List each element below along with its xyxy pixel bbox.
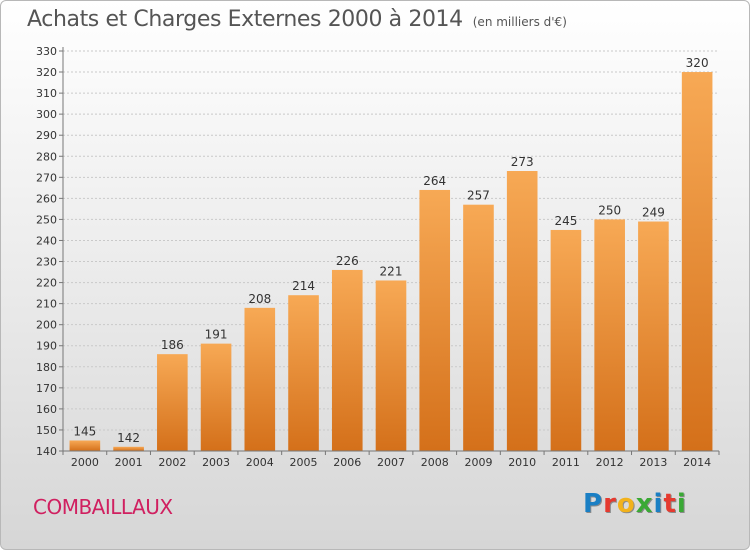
bar-2014 <box>681 72 713 451</box>
value-label-2000: 145 <box>73 424 96 438</box>
logo-letter: x <box>635 489 654 519</box>
bar-2013 <box>638 221 669 451</box>
y-tick-label: 140 <box>36 445 57 458</box>
bar-2007 <box>375 280 407 451</box>
y-tick-label: 310 <box>36 87 57 100</box>
bar-2010 <box>506 171 538 451</box>
value-label-2006: 226 <box>336 254 359 268</box>
y-tick-label: 290 <box>36 129 57 142</box>
proxiti-logo[interactable]: Proxiti <box>583 489 687 519</box>
bar-2000 <box>69 440 101 451</box>
bar-2003 <box>200 343 232 451</box>
y-tick-label: 240 <box>36 234 57 247</box>
y-tick-label: 250 <box>36 213 57 226</box>
bar-2009 <box>463 204 494 451</box>
x-tick-label-2006: 2006 <box>333 456 361 469</box>
y-tick-label: 180 <box>36 361 57 374</box>
x-tick-label-2011: 2011 <box>552 456 580 469</box>
logo-letter: P <box>583 489 604 519</box>
y-tick-label: 190 <box>36 340 57 353</box>
bar-2004 <box>244 307 276 451</box>
y-tick-label: 330 <box>36 45 57 58</box>
logo-letter: r <box>603 489 617 519</box>
bar-2008 <box>419 189 451 451</box>
bar-2012 <box>594 219 625 451</box>
x-tick-label-2012: 2012 <box>596 456 624 469</box>
x-tick-label-2007: 2007 <box>377 456 405 469</box>
y-tick-label: 230 <box>36 256 57 269</box>
y-tick-label: 300 <box>36 108 57 121</box>
value-label-2008: 264 <box>423 174 446 188</box>
value-label-2009: 257 <box>467 189 490 203</box>
y-tick-label: 220 <box>36 277 57 290</box>
value-label-2010: 273 <box>511 155 534 169</box>
title-row: Achats et Charges Externes 2000 à 2014 (e… <box>27 7 567 32</box>
y-tick-label: 150 <box>36 424 57 437</box>
x-tick-label-2008: 2008 <box>421 456 449 469</box>
bar-2001 <box>113 446 144 451</box>
value-label-2013: 249 <box>642 206 665 220</box>
bar-2002 <box>157 354 188 451</box>
x-tick-label-2014: 2014 <box>683 456 711 469</box>
x-tick-label-2005: 2005 <box>290 456 318 469</box>
x-tick-label-2001: 2001 <box>115 456 143 469</box>
y-tick-label: 170 <box>36 382 57 395</box>
chart-subtitle: (en milliers d'€) <box>472 15 567 29</box>
value-label-2002: 186 <box>161 338 184 352</box>
value-label-2001: 142 <box>117 431 140 445</box>
logo-letter: t <box>663 489 677 519</box>
chart-title: Achats et Charges Externes 2000 à 2014 <box>27 7 463 32</box>
y-tick-label: 260 <box>36 192 57 205</box>
bar-2006 <box>331 269 363 451</box>
value-label-2007: 221 <box>380 264 403 278</box>
bars-layer: 145 142 186 191 208 214 226 221 264 257 273 245 250 2… <box>69 56 713 451</box>
value-label-2003: 191 <box>205 328 228 342</box>
place-name: COMBAILLAUX <box>33 495 173 519</box>
axis-layer: 140 150 160 170 180 190 200 210 220 230 240 250 260 2… <box>36 45 720 469</box>
y-tick-label: 270 <box>36 171 57 184</box>
logo-letter: i <box>676 489 687 519</box>
bar-2011 <box>550 229 582 451</box>
x-tick-label-2013: 2013 <box>639 456 667 469</box>
logo-letter: o <box>616 489 636 519</box>
x-tick-label-2004: 2004 <box>246 456 274 469</box>
x-tick-label-2003: 2003 <box>202 456 230 469</box>
bar-2005 <box>288 295 319 451</box>
value-label-2004: 208 <box>248 292 271 306</box>
y-tick-label: 210 <box>36 298 57 311</box>
x-tick-label-2010: 2010 <box>508 456 536 469</box>
x-tick-label-2000: 2000 <box>71 456 99 469</box>
logo-letter: i <box>653 489 664 519</box>
y-tick-label: 160 <box>36 403 57 416</box>
y-tick-label: 320 <box>36 66 57 79</box>
y-tick-label: 280 <box>36 150 57 163</box>
value-label-2014: 320 <box>686 56 709 70</box>
x-tick-label-2009: 2009 <box>464 456 492 469</box>
value-label-2012: 250 <box>598 203 621 217</box>
value-label-2005: 214 <box>292 279 315 293</box>
value-label-2011: 245 <box>554 214 577 228</box>
x-tick-label-2002: 2002 <box>158 456 186 469</box>
y-tick-label: 200 <box>36 319 57 332</box>
